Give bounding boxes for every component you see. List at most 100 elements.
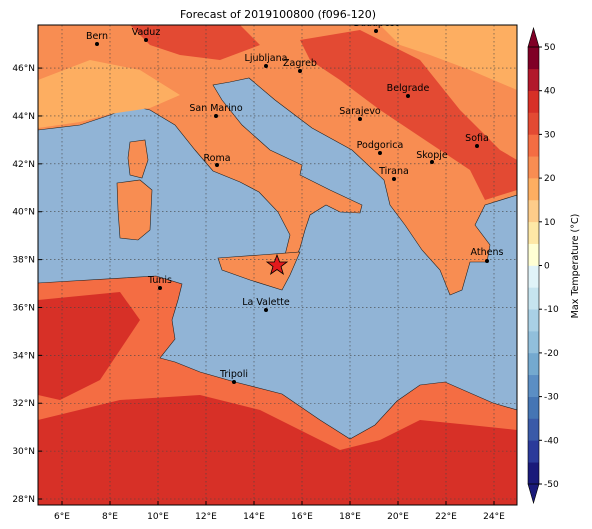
city-dot [232,380,236,384]
colorbar-segment [528,396,539,419]
star-marker [265,253,289,276]
colorbar-tick-label: 20 [544,174,556,184]
land-hot [130,25,260,60]
colorbar-segment [528,90,539,113]
city-dot [374,29,378,33]
city-dot [215,163,219,167]
city-dot [95,42,99,46]
x-tick-label: 8°E [102,512,118,522]
colorbar-segment [528,440,539,463]
city-label: La Valette [242,297,290,308]
graticule [38,25,517,505]
land-hot [38,292,140,400]
x-tick-label: 10°E [147,512,169,522]
city-label: San Marino [189,103,242,114]
map-title: Forecast of 2019100800 (f096-120) [180,8,376,21]
colorbar-extend-top [527,26,540,48]
city-dot [144,38,148,42]
colorbar-segment [528,331,539,354]
colorbar-segment [528,221,539,244]
y-tick-label: 36°N [12,303,35,313]
city-markers [95,29,489,384]
colorbar-tick-label: 40 [544,87,556,97]
colorbar-segment [528,199,539,223]
y-tick-label: 32°N [12,399,35,409]
colorbar-segment [528,309,539,332]
map-area: Bern Vaduz Budapest Ljubljana Zagreb Bel… [38,18,517,505]
colorbar-tick-label: -40 [544,436,559,446]
x-tick-label: 20°E [387,512,409,522]
x-tick-label: 14°E [243,512,265,522]
colorbar-segment [528,352,539,376]
city-label: Ljubljana [245,53,288,64]
colorbar-label: Max Temperature (°C) [570,214,581,319]
colorbar-segment [528,178,539,201]
city-label: Podgorica [357,140,404,151]
colorbar-extend-bottom [527,483,540,505]
land-light [38,60,180,128]
colorbar-tick-label: 30 [544,130,556,140]
city-dot [392,177,396,181]
x-tick-label: 6°E [54,512,70,522]
y-tick-label: 28°N [12,495,35,505]
colorbar-segment [528,374,539,397]
city-label: Tripoli [219,369,248,380]
city-label: Tunis [147,275,172,286]
city-label: Skopje [416,150,448,161]
city-label: Sarajevo [339,106,381,117]
city-dot [298,69,302,73]
city-label: Tirana [378,166,409,177]
city-label: Bern [86,31,108,42]
city-dot [378,151,382,155]
colorbar-segment [528,287,539,310]
city-dot [158,286,162,290]
y-tick-label: 42°N [12,160,35,170]
colorbar-segment [528,134,539,157]
city-dot [214,114,218,118]
colorbar-segment [528,243,539,266]
x-tick-label: 18°E [339,512,361,522]
map-frame [37,24,518,506]
y-tick-label: 38°N [12,256,35,266]
city-label: Budapest [354,18,399,29]
colorbar-segment [528,68,539,91]
y-tick-label: 44°N [12,112,35,122]
x-tick-label: 16°E [291,512,313,522]
colorbar-segment [528,418,539,441]
y-tick-label: 30°N [12,447,35,457]
colorbar-segment [528,265,539,288]
city-dot [358,117,362,121]
axes: 6°E 8°E 10°E 12°E 14°E 16°E 18°E 20°E 22°E 24°E 28… [12,64,505,522]
colorbar-segment [528,47,539,70]
land-light [380,25,517,90]
y-tick-label: 46°N [12,64,35,74]
city-label: Roma [203,153,230,164]
city-dot [406,94,410,98]
colorbar-tick-label: -10 [544,305,559,315]
x-tick-label: 22°E [435,512,457,522]
colorbar-tick-label: -30 [544,393,559,403]
y-tick-label: 34°N [12,351,35,361]
colorbar: -50 -40 -30 -20 -10 0 10 20 30 40 50 [527,26,559,505]
y-tick-label: 40°N [12,208,35,218]
x-tick-label: 12°E [195,512,217,522]
city-label: Vaduz [132,27,161,38]
colorbar-segment [528,112,539,135]
city-dot [264,64,268,68]
city-dot [430,160,434,164]
x-tick-label: 24°E [483,512,505,522]
colorbar-tick-label: 50 [544,43,556,53]
colorbar-tick-label: 0 [544,262,550,272]
city-dot [475,144,479,148]
city-label: Sofia [465,133,489,144]
colorbar-segment [528,156,539,179]
city-dot [264,308,268,312]
city-dot [485,259,489,263]
colorbar-tick-label: -20 [544,349,559,359]
city-label: Athens [471,247,504,258]
land-corsica [127,139,149,179]
city-label: Belgrade [387,83,430,94]
land-sardinia [116,179,153,241]
colorbar-tick-label: 10 [544,218,556,228]
colorbar-tick-label: -50 [544,480,559,490]
